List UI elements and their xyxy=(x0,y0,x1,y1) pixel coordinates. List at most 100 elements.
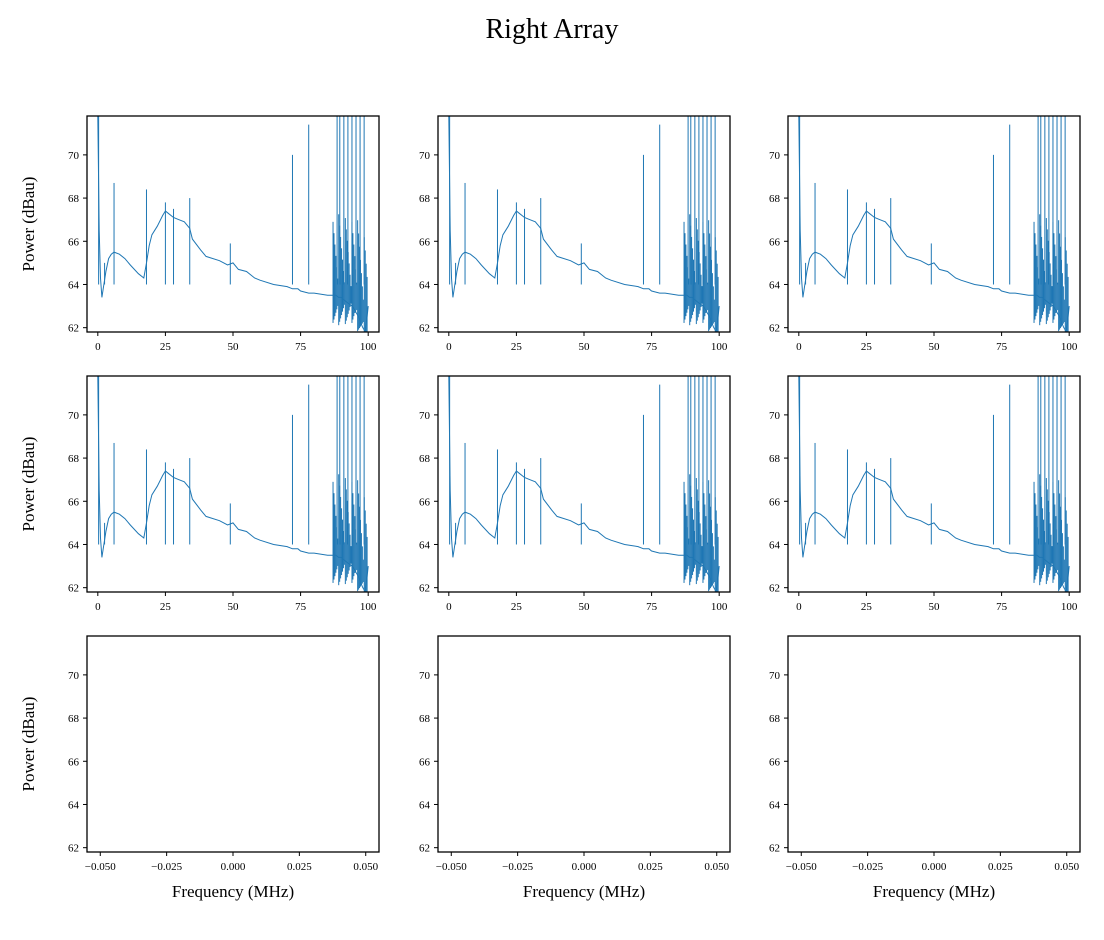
plot-area xyxy=(448,116,720,332)
y-tick-label: 66 xyxy=(68,236,80,248)
x-tick-label: −0.050 xyxy=(436,861,467,873)
x-tick-label: 0 xyxy=(796,601,802,613)
y-tick-label: 70 xyxy=(769,410,781,422)
y-axis-label: Power (dBau) xyxy=(19,177,38,272)
subplot-row2-col1: 62 64 66 68 70 0 25 50 75 100 Power (dBau) xyxy=(19,375,380,613)
y-tick-label: 68 xyxy=(68,193,80,205)
y-tick-label: 68 xyxy=(68,713,80,725)
y-tick-label: 70 xyxy=(68,150,80,162)
y-tick-label: 70 xyxy=(769,670,781,682)
x-tick-label: 25 xyxy=(861,601,873,613)
subplot-row3-col2: 62 64 66 68 70 −0.050 −0.025 0.000 0.025 0.050 Fre… xyxy=(419,635,731,901)
y-tick-label: 68 xyxy=(68,453,80,465)
x-tick-label: 0.025 xyxy=(988,861,1013,873)
x-tick-label: 75 xyxy=(996,601,1008,613)
spectrum-line xyxy=(448,116,720,332)
figure-title: Right Array xyxy=(485,14,619,45)
subplot-row3-col3: 62 64 66 68 70 −0.050 −0.025 0.000 0.025 0.050 Fre… xyxy=(769,635,1081,901)
x-tick-label: 50 xyxy=(228,341,240,353)
y-tick-label: 68 xyxy=(419,453,431,465)
spectrum-line xyxy=(97,376,369,592)
y-tick-label: 62 xyxy=(419,323,430,335)
subplot-row1-col1: 62 64 66 68 70 0 25 50 75 100 Power (dBau) xyxy=(19,115,380,353)
y-tick-label: 68 xyxy=(769,453,781,465)
y-tick-label: 64 xyxy=(68,539,80,551)
x-axis-label: Frequency (MHz) xyxy=(523,882,645,901)
x-tick-label: −0.025 xyxy=(502,861,533,873)
x-tick-label: 0.025 xyxy=(638,861,663,873)
y-tick-label: 64 xyxy=(419,799,431,811)
x-tick-label: 0.000 xyxy=(922,861,947,873)
y-tick-label: 62 xyxy=(419,583,430,595)
y-tick-label: 66 xyxy=(419,496,431,508)
y-tick-label: 66 xyxy=(769,236,781,248)
x-tick-label: 50 xyxy=(579,341,591,353)
x-tick-label: 100 xyxy=(1061,341,1078,353)
plot-area xyxy=(448,376,720,592)
x-tick-label: 25 xyxy=(861,341,873,353)
y-tick-label: 64 xyxy=(419,279,431,291)
y-tick-label: 64 xyxy=(68,279,80,291)
plot-area xyxy=(97,116,369,332)
x-tick-label: 25 xyxy=(511,341,523,353)
axes-frame xyxy=(437,635,731,853)
x-tick-label: 0.000 xyxy=(572,861,597,873)
y-tick-label: 66 xyxy=(419,236,431,248)
x-tick-label: −0.025 xyxy=(852,861,883,873)
x-tick-label: −0.050 xyxy=(85,861,116,873)
x-axis-label: Frequency (MHz) xyxy=(873,882,995,901)
y-tick-label: 70 xyxy=(419,150,431,162)
y-tick-label: 70 xyxy=(419,670,431,682)
y-axis-label: Power (dBau) xyxy=(19,697,38,792)
x-tick-label: −0.050 xyxy=(786,861,817,873)
subplot-row3-col1: 62 64 66 68 70 −0.050 −0.025 0.000 0.025 0.050 Pow… xyxy=(19,635,380,901)
y-tick-label: 66 xyxy=(68,496,80,508)
plot-area xyxy=(798,376,1070,592)
x-tick-label: 0.000 xyxy=(221,861,246,873)
x-tick-label: 0 xyxy=(796,341,802,353)
y-tick-label: 62 xyxy=(68,323,79,335)
x-tick-label: 0 xyxy=(446,341,452,353)
x-tick-label: 50 xyxy=(579,601,591,613)
y-tick-label: 68 xyxy=(419,193,431,205)
y-tick-label: 70 xyxy=(68,410,80,422)
x-tick-label: −0.025 xyxy=(151,861,182,873)
x-tick-label: 100 xyxy=(711,341,728,353)
subplot-row1-col3: 62 64 66 68 70 0 25 50 75 100 xyxy=(769,115,1081,353)
y-tick-label: 66 xyxy=(68,756,80,768)
subplot-row2-col3: 62 64 66 68 70 0 25 50 75 100 xyxy=(769,375,1081,613)
y-tick-label: 64 xyxy=(419,539,431,551)
x-tick-label: 50 xyxy=(929,341,941,353)
subplot-row2-col2: 62 64 66 68 70 0 25 50 75 100 xyxy=(419,375,731,613)
subplot-row1-col2: 62 64 66 68 70 0 25 50 75 100 xyxy=(419,115,731,353)
y-tick-label: 62 xyxy=(419,843,430,855)
x-tick-label: 25 xyxy=(511,601,523,613)
x-tick-label: 100 xyxy=(1061,601,1078,613)
x-axis-label: Frequency (MHz) xyxy=(172,882,294,901)
y-tick-label: 64 xyxy=(769,799,781,811)
y-tick-label: 66 xyxy=(769,756,781,768)
x-tick-label: 75 xyxy=(295,341,307,353)
x-tick-label: 0 xyxy=(446,601,452,613)
x-tick-label: 50 xyxy=(929,601,941,613)
y-tick-label: 66 xyxy=(769,496,781,508)
x-tick-label: 0.050 xyxy=(353,861,378,873)
y-tick-label: 68 xyxy=(769,713,781,725)
y-tick-label: 64 xyxy=(769,279,781,291)
y-axis-label: Power (dBau) xyxy=(19,437,38,532)
x-tick-label: 0.050 xyxy=(1054,861,1079,873)
y-tick-label: 68 xyxy=(419,713,431,725)
y-tick-label: 62 xyxy=(68,583,79,595)
spectrum-line xyxy=(798,116,1070,332)
x-tick-label: 0 xyxy=(95,601,101,613)
y-tick-label: 70 xyxy=(419,410,431,422)
x-tick-label: 75 xyxy=(996,341,1008,353)
y-tick-label: 62 xyxy=(769,843,780,855)
x-tick-label: 100 xyxy=(711,601,728,613)
x-tick-label: 75 xyxy=(646,341,658,353)
spectrum-line xyxy=(798,376,1070,592)
y-tick-label: 68 xyxy=(769,193,781,205)
x-tick-label: 100 xyxy=(360,601,377,613)
y-tick-label: 64 xyxy=(769,539,781,551)
